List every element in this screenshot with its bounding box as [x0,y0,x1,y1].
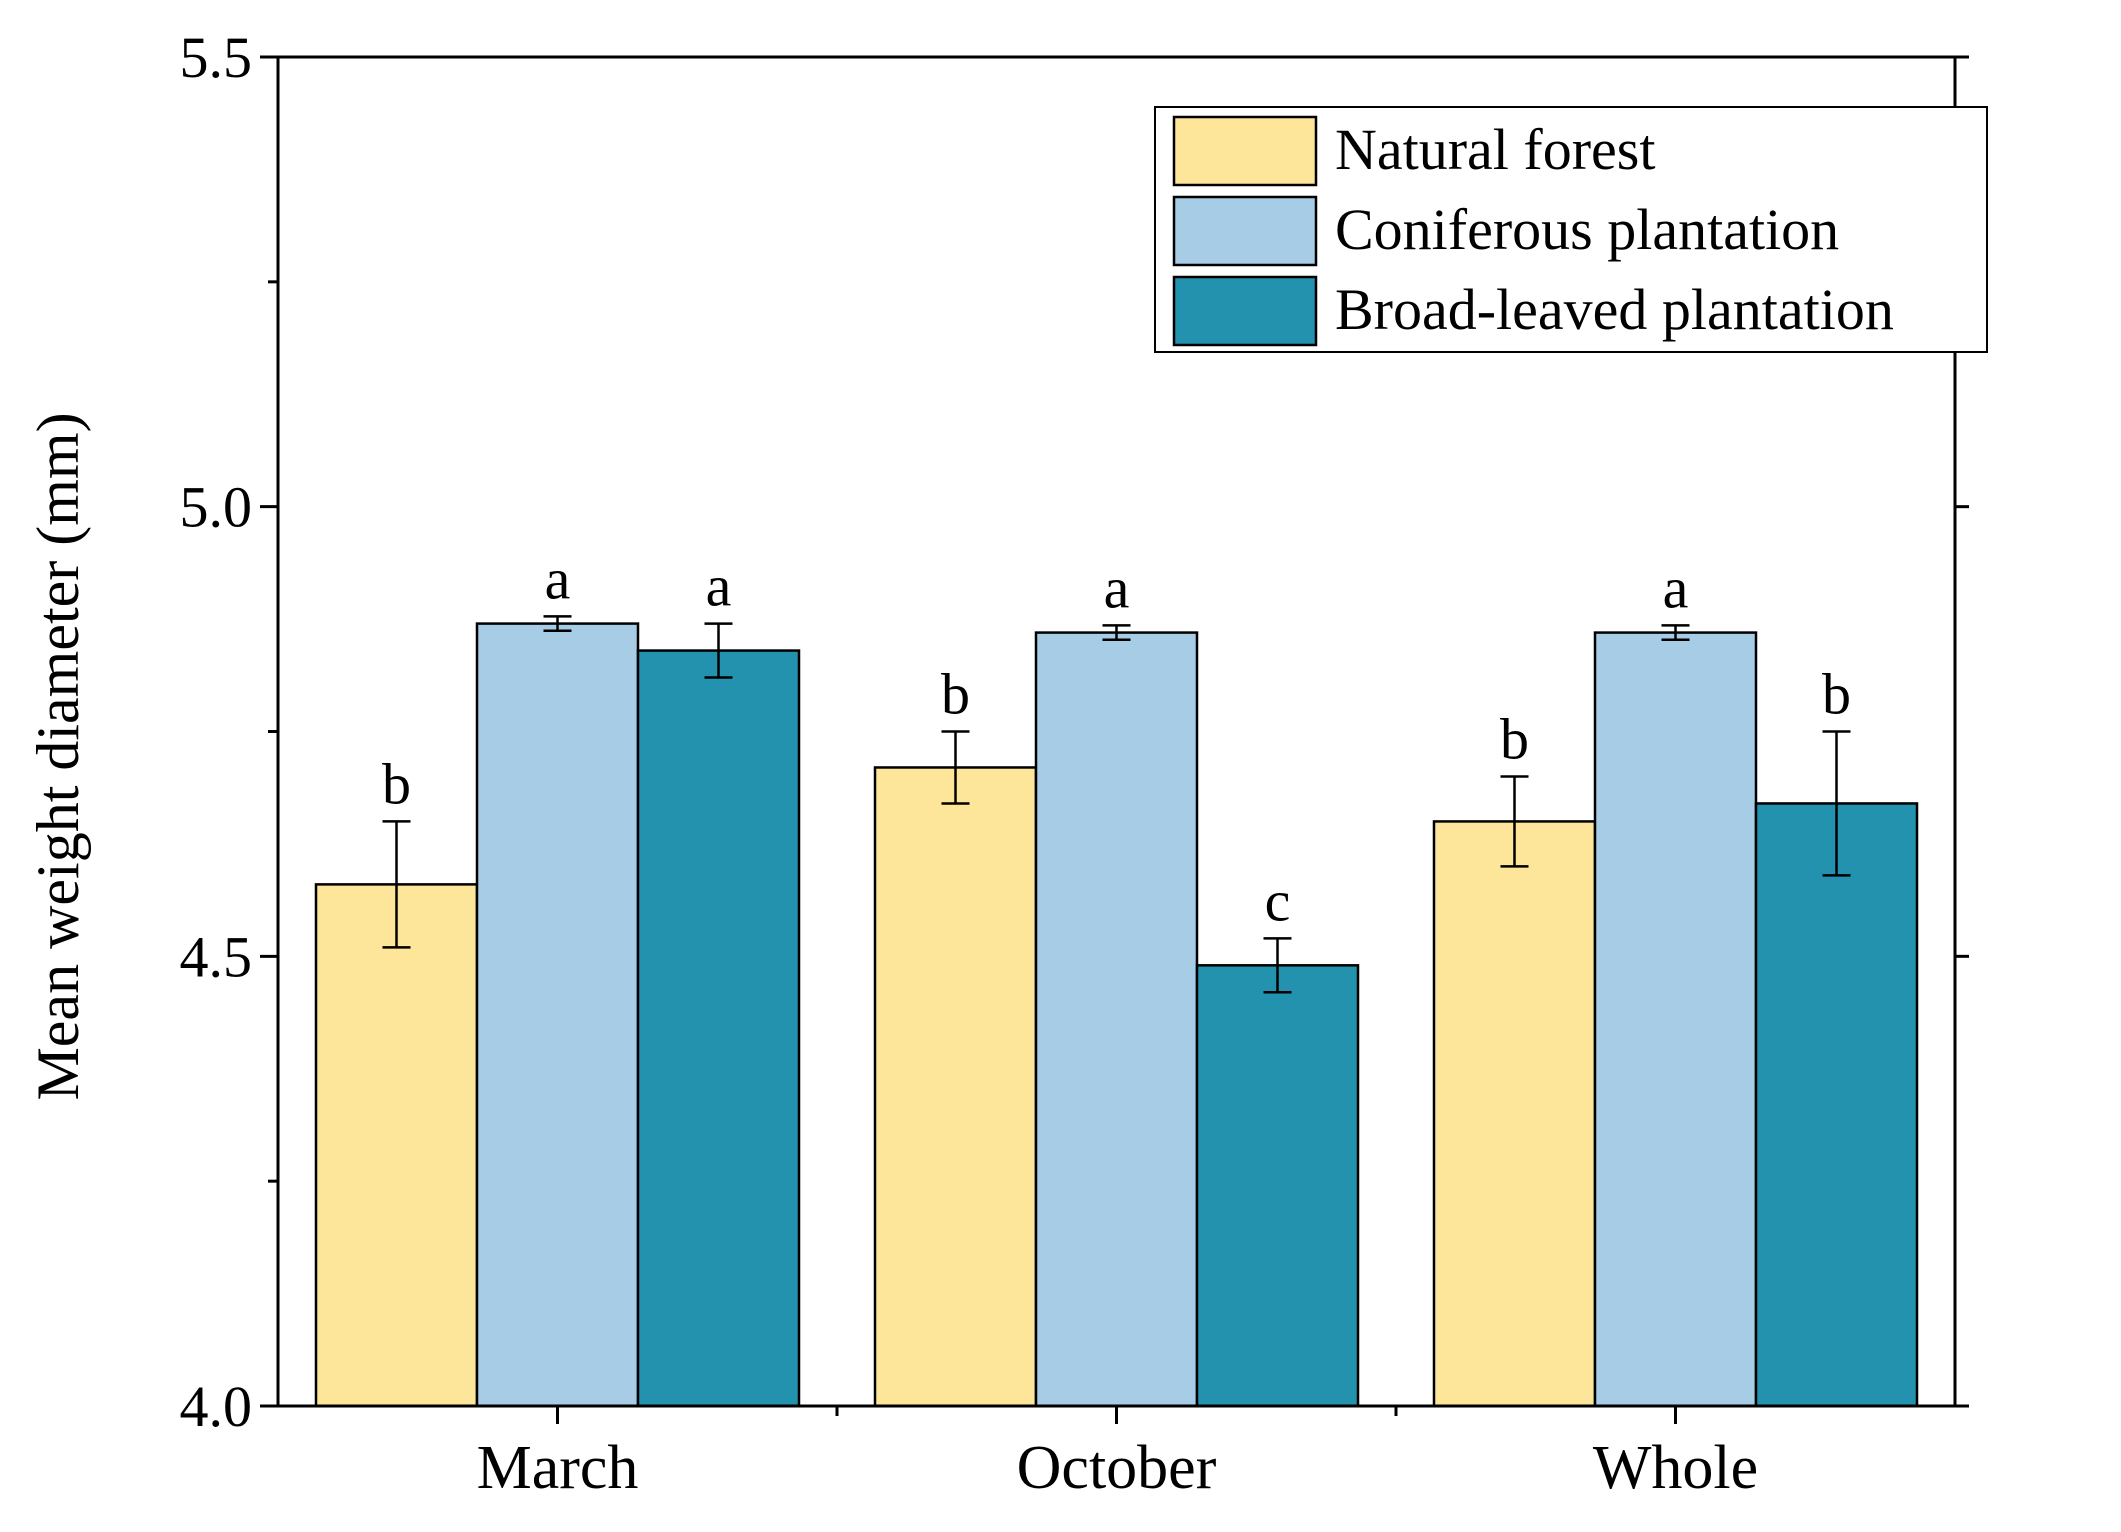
bars-layer [314,622,1919,1408]
bar [314,883,479,1408]
significance-letter: a [1663,555,1689,620]
y-tick-label: 5.5 [180,25,253,90]
legend-label: Natural forest [1335,117,1655,182]
y-tick-label: 4.5 [180,924,253,989]
bar [1195,964,1360,1408]
significance-letter: a [545,546,571,611]
legend-label: Coniferous plantation [1335,197,1839,262]
significance-letter: a [1104,555,1130,620]
y-tick-label: 5.0 [180,475,253,540]
legend: Natural forest Coniferous plantation Broad… [1154,106,1988,353]
bar [1593,631,1758,1408]
x-tick-label: October [1017,1434,1217,1502]
bar [873,766,1038,1408]
error-bars-layer [382,615,1851,994]
significance-letter: b [382,751,411,816]
bar [1432,820,1597,1408]
ticks-layer: 4.0 4.5 5.0 5.5 March October Whole [180,25,1969,1502]
significance-letter: b [941,662,970,727]
bar [1034,631,1199,1408]
x-tick-label: Whole [1593,1434,1758,1502]
legend-label: Broad-leaved plantation [1335,277,1894,342]
significance-letter: b [1822,662,1851,727]
significance-letter: b [1500,706,1529,771]
legend-swatch [1172,115,1318,187]
bar [636,649,801,1408]
significance-letter: a [706,554,732,619]
significance-letter: c [1265,868,1291,933]
legend-swatch [1172,275,1318,347]
bar [1754,802,1919,1408]
y-tick-label: 4.0 [180,1374,253,1439]
significance-letters-layer: b a a b a c b a b [382,546,1851,933]
y-axis-label: Mean weight diameter (mm) [25,412,91,1100]
bar [475,622,640,1408]
x-tick-label: March [477,1434,639,1502]
legend-swatch [1172,195,1318,267]
